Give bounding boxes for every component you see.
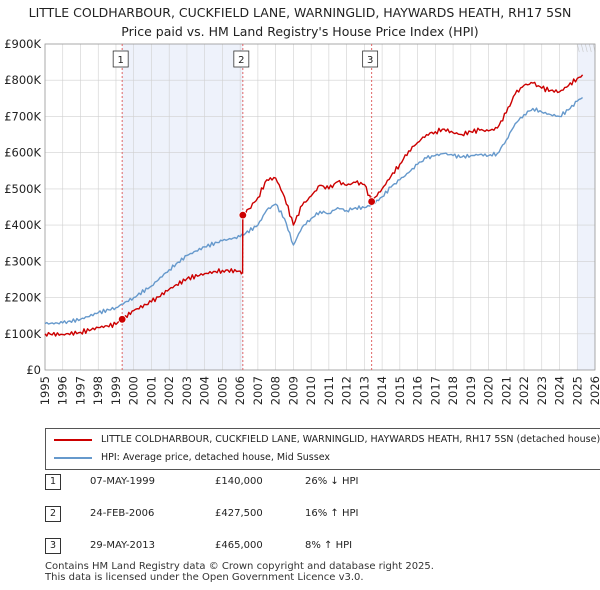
- y-tick-label: £0: [26, 363, 41, 377]
- x-tick-label: 1998: [91, 376, 105, 405]
- y-tick-label: £200K: [4, 291, 41, 305]
- x-tick-label: 2017: [428, 376, 442, 405]
- transaction-box: [362, 50, 379, 68]
- x-tick-label: 2009: [286, 376, 300, 405]
- shaded-region-1: [122, 44, 243, 370]
- x-tick-label: 2021: [499, 376, 513, 405]
- y-tick-label: £900K: [4, 37, 41, 51]
- x-tick-label: 2024: [553, 376, 567, 405]
- transaction-hpi-delta: 26% ↓ HPI: [305, 476, 359, 487]
- chart-title: LITTLE COLDHARBOUR, CUCKFIELD LANE, WARN…: [28, 5, 572, 20]
- sale-point: [117, 315, 127, 324]
- transaction-box-label: 2: [238, 55, 244, 66]
- y-tick-label: £600K: [4, 146, 41, 160]
- hatch-mark: [584, 43, 588, 53]
- transaction-marker-label: 1: [45, 474, 61, 490]
- price-chart: £0 £100K £200K £300K £400K £500K £600K £700K £80…: [4, 37, 600, 405]
- x-tick-label: 2018: [446, 376, 460, 405]
- x-tick-label: 2002: [162, 376, 176, 405]
- x-tick-label: 2026: [588, 376, 600, 405]
- x-tick-label: 2014: [375, 376, 389, 405]
- transaction-date: 29-MAY-2013: [90, 540, 156, 551]
- x-tick-label: 2003: [180, 376, 194, 405]
- x-tick-label: 2004: [198, 376, 212, 405]
- shaded-region-2: [577, 44, 595, 370]
- y-tick-label: £100K: [4, 327, 41, 341]
- x-tick-label: 2016: [411, 376, 425, 405]
- transaction-price: £140,000: [215, 476, 263, 487]
- x-tick-label: 2022: [517, 376, 531, 405]
- sale-point: [238, 210, 248, 220]
- y-tick-label: £400K: [4, 218, 41, 232]
- x-tick-label: 2008: [269, 376, 283, 405]
- x-tick-label: 1999: [109, 376, 123, 405]
- x-tick-label: 2023: [535, 376, 549, 405]
- hatch-mark: [576, 43, 580, 53]
- transaction-hpi-delta: 8% ↑ HPI: [305, 540, 353, 551]
- x-tick-label: 1995: [38, 376, 52, 405]
- table-row: 1 07-MAY-1999 £140,000 26% ↓ HPI: [45, 474, 445, 492]
- x-tick-label: 2006: [233, 376, 247, 405]
- footer-copyright: Contains HM Land Registry data © Crown c…: [45, 561, 434, 572]
- y-tick-label: £800K: [4, 73, 41, 87]
- transaction-hpi-delta: 16% ↑ HPI: [305, 508, 359, 519]
- y-tick-label: £300K: [4, 254, 41, 268]
- legend-label-property: LITTLE COLDHARBOUR, CUCKFIELD LANE, WARN…: [101, 434, 600, 445]
- legend-swatch-blue: [54, 457, 92, 459]
- sale-point: [367, 197, 376, 206]
- x-tick-label: 2005: [215, 376, 229, 405]
- x-tick-label: 2010: [304, 376, 318, 405]
- legend-swatch-red: [54, 439, 92, 441]
- table-row: 3 29-MAY-2013 £465,000 8% ↑ HPI: [45, 538, 445, 556]
- series-line-hpi: [44, 97, 583, 325]
- plot-frame: [44, 43, 596, 371]
- table-row: 2 24-FEB-2006 £427,500 16% ↑ HPI: [45, 506, 445, 524]
- x-tick-label: 1996: [56, 376, 70, 405]
- legend-label-hpi: HPI: Average price, detached house, Mid …: [101, 452, 330, 463]
- x-tick-label: 2025: [570, 376, 584, 405]
- x-tick-label: 2012: [340, 376, 354, 405]
- y-tick-label: £500K: [4, 182, 41, 196]
- transaction-price: £427,500: [215, 508, 263, 519]
- x-tick-label: 2011: [322, 376, 336, 405]
- x-tick-label: 2007: [251, 376, 265, 405]
- x-tick-label: 2000: [127, 376, 141, 405]
- series-line-property: [44, 74, 584, 337]
- transaction-box-label: 1: [117, 55, 123, 66]
- transaction-date: 24-FEB-2006: [90, 508, 155, 519]
- x-tick-label: 2015: [393, 376, 407, 405]
- x-tick-label: 2001: [144, 376, 158, 405]
- transaction-box-label: 3: [367, 55, 373, 66]
- transaction-date: 07-MAY-1999: [90, 476, 156, 487]
- x-tick-label: 1997: [73, 376, 87, 405]
- transaction-marker-label: 2: [45, 506, 61, 522]
- x-tick-label: 2020: [482, 376, 496, 405]
- transaction-price: £465,000: [215, 540, 263, 551]
- hatch-mark: [580, 43, 584, 53]
- hatch-mark: [588, 43, 592, 53]
- transaction-box: [112, 50, 129, 68]
- footer: Contains HM Land Registry data © Crown c…: [45, 561, 434, 583]
- chart-subtitle: Price paid vs. HM Land Registry's House …: [121, 24, 479, 39]
- legend: LITTLE COLDHARBOUR, CUCKFIELD LANE, WARN…: [45, 428, 600, 470]
- x-tick-label: 2013: [357, 376, 371, 405]
- footer-licence: This data is licensed under the Open Gov…: [45, 572, 364, 583]
- y-tick-label: £700K: [4, 109, 41, 123]
- x-tick-label: 2019: [464, 376, 478, 405]
- transaction-box: [233, 50, 250, 68]
- transaction-marker-label: 3: [45, 538, 61, 554]
